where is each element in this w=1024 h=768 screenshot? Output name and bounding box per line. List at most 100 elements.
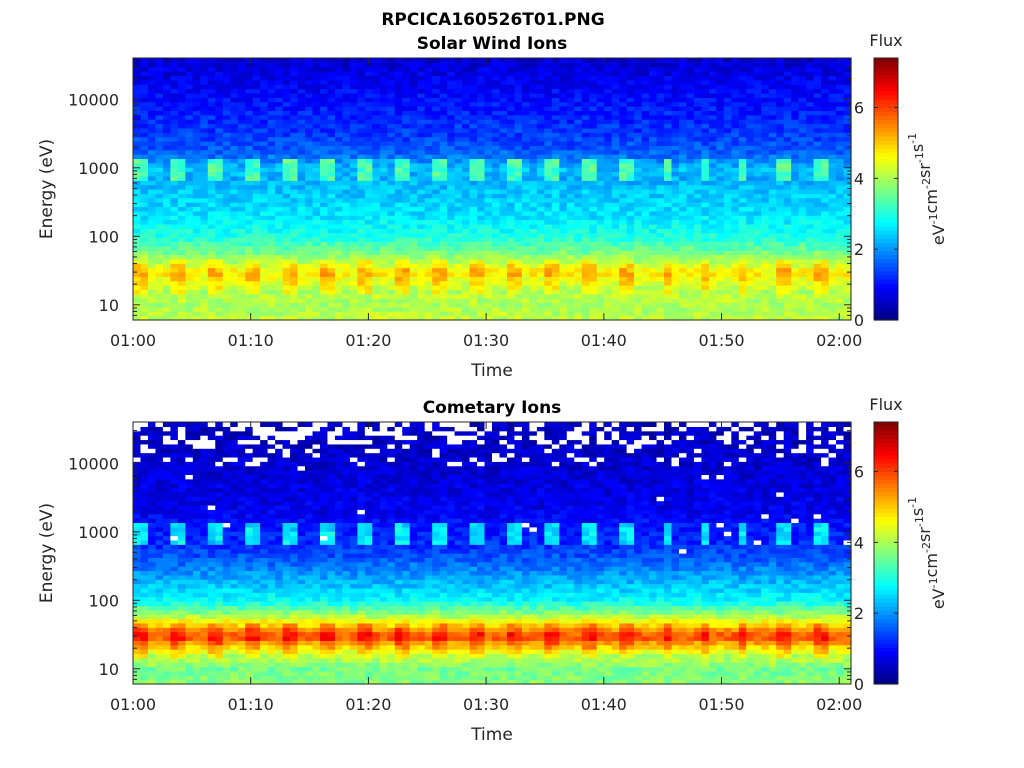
heatmap-cell: [581, 184, 590, 190]
heatmap-cell: [492, 289, 501, 295]
heatmap-cell: [170, 315, 179, 321]
heatmap-cell: [738, 79, 747, 85]
heatmap-cell: [551, 267, 560, 273]
heatmap-cell: [349, 71, 358, 77]
heatmap-cell: [207, 280, 216, 286]
heatmap-cell: [626, 145, 635, 151]
heatmap-cell: [133, 71, 142, 77]
heatmap-cell: [417, 263, 426, 269]
heatmap-cell: [177, 58, 186, 63]
heatmap-cell: [574, 306, 583, 312]
heatmap-cell: [686, 293, 695, 299]
heatmap-cell: [379, 267, 388, 273]
heatmap-cell: [626, 106, 635, 111]
heatmap-cell: [439, 241, 448, 247]
heatmap-cell: [342, 75, 351, 81]
heatmap-cell: [133, 84, 142, 90]
heatmap-cell: [327, 271, 336, 277]
heatmap-cell: [514, 140, 523, 146]
heatmap-cell: [454, 110, 463, 116]
heatmap-cell: [551, 245, 560, 251]
heatmap-cell: [671, 175, 680, 181]
heatmap-cell: [133, 66, 142, 72]
heatmap-cell: [649, 97, 658, 103]
heatmap-cell: [738, 84, 747, 90]
heatmap-cell: [544, 75, 553, 81]
heatmap-cell: [155, 228, 164, 234]
heatmap-cell: [634, 245, 643, 251]
heatmap-cell: [454, 180, 463, 186]
heatmap-cell: [439, 167, 448, 173]
heatmap-cell: [140, 245, 149, 251]
heatmap-cell: [708, 66, 717, 72]
heatmap-cell: [162, 158, 171, 164]
heatmap-cell: [656, 285, 665, 291]
heatmap-cell: [417, 88, 426, 94]
heatmap-cell: [671, 228, 680, 234]
heatmap-cell: [559, 180, 568, 186]
heatmap-cell: [462, 293, 471, 299]
heatmap-cell: [499, 215, 508, 221]
heatmap-cell: [604, 106, 613, 111]
heatmap-cell: [656, 145, 665, 151]
heatmap-cell: [275, 267, 284, 273]
heatmap-cell: [514, 127, 523, 133]
heatmap-cell: [678, 114, 688, 120]
heatmap-cell: [260, 241, 269, 247]
heatmap-cell: [641, 88, 650, 94]
heatmap-cell: [133, 154, 142, 160]
heatmap-cell: [492, 171, 501, 177]
heatmap-cell: [641, 84, 650, 90]
heatmap-cell: [245, 197, 254, 203]
heatmap-cell: [245, 254, 254, 260]
heatmap-cell: [133, 228, 142, 234]
heatmap-cell: [581, 106, 590, 111]
heatmap-cell: [177, 267, 186, 273]
heatmap-cell: [701, 210, 710, 216]
heatmap-cell: [379, 123, 388, 129]
heatmap-cell: [581, 250, 590, 256]
heatmap-cell: [379, 197, 388, 203]
heatmap-cell: [469, 180, 478, 186]
heatmap-cell: [319, 223, 329, 229]
heatmap-cell: [245, 92, 254, 98]
heatmap-cell: [716, 110, 725, 116]
heatmap-cell: [409, 127, 418, 133]
heatmap-cell: [372, 271, 381, 277]
heatmap-cell: [469, 145, 478, 151]
heatmap-cell: [140, 206, 149, 212]
heatmap-cell: [327, 245, 336, 251]
heatmap-cell: [342, 110, 351, 116]
heatmap-cell: [731, 167, 740, 173]
heatmap-cell: [267, 232, 276, 238]
heatmap-cell: [192, 136, 201, 142]
heatmap-cell: [619, 101, 628, 107]
heatmap-cell: [312, 210, 321, 216]
heatmap-cell: [177, 88, 186, 94]
heatmap-cell: [566, 193, 575, 199]
heatmap-cell: [746, 315, 755, 321]
heatmap-cell: [574, 206, 583, 212]
heatmap-cell: [192, 223, 201, 229]
heatmap-cell: [521, 167, 530, 173]
heatmap-cell: [230, 298, 239, 304]
heatmap-cell: [200, 132, 209, 138]
heatmap-cell: [514, 101, 523, 107]
heatmap-cell: [746, 193, 755, 199]
heatmap-cell: [177, 62, 186, 68]
heatmap-cell: [409, 306, 418, 312]
heatmap-cell: [222, 197, 231, 203]
heatmap-cell: [529, 101, 538, 107]
heatmap-cell: [454, 267, 463, 273]
heatmap-cell: [297, 132, 306, 138]
heatmap-cell: [447, 276, 456, 282]
heatmap-cell: [305, 241, 314, 247]
heatmap-cell: [506, 289, 516, 295]
heatmap-cell: [544, 271, 553, 277]
heatmap-cell: [664, 258, 673, 264]
heatmap-cell: [596, 197, 605, 203]
heatmap-cell: [551, 119, 560, 125]
heatmap-cell: [192, 258, 201, 264]
heatmap-cell: [394, 171, 403, 177]
heatmap-cell: [305, 154, 314, 160]
